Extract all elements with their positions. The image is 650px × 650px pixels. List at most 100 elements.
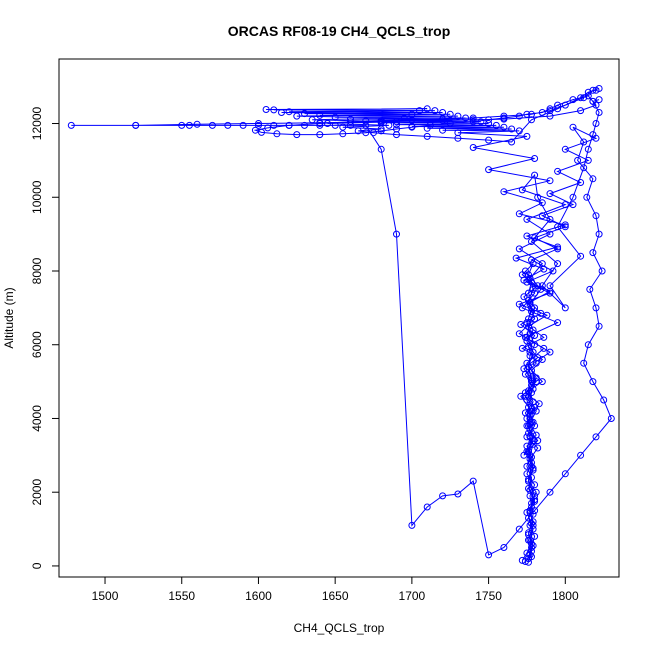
data-point — [595, 96, 603, 104]
data-point — [251, 126, 259, 134]
data-point — [521, 370, 529, 378]
data-point — [583, 193, 591, 201]
data-point — [512, 254, 520, 262]
data-point — [423, 124, 431, 132]
data-point — [528, 389, 535, 397]
data-point — [301, 121, 308, 129]
data-point — [285, 121, 293, 129]
data-point — [400, 114, 408, 122]
data-point — [538, 356, 546, 363]
data-point — [538, 212, 546, 220]
data-point — [546, 488, 554, 496]
data-point — [528, 116, 535, 124]
data-point — [515, 127, 523, 135]
data-point — [584, 156, 592, 164]
data-point — [508, 138, 516, 146]
data-point — [393, 118, 400, 126]
data-point — [574, 156, 582, 164]
chart-title: ORCAS RF08-19 CH4_QCLS_trop — [228, 23, 451, 39]
data-point — [523, 232, 531, 240]
data-point — [584, 88, 592, 96]
data-point — [477, 118, 485, 126]
data-point — [517, 392, 525, 400]
data-point — [515, 525, 523, 533]
data-point — [416, 107, 423, 115]
data-point — [592, 212, 600, 220]
data-point — [540, 333, 548, 341]
plot-area — [58, 58, 620, 578]
data-point — [500, 115, 508, 123]
data-point — [561, 101, 569, 109]
data-point — [208, 121, 216, 129]
data-point — [528, 256, 535, 264]
data-point — [549, 267, 557, 275]
data-point — [531, 481, 539, 489]
data-point — [535, 400, 543, 408]
series-layer — [67, 85, 615, 566]
data-point — [316, 111, 324, 119]
data-point — [525, 536, 532, 544]
x-tick-label: 1550 — [168, 589, 195, 603]
data-point — [528, 553, 535, 561]
data-point — [454, 134, 462, 142]
data-point — [408, 521, 416, 529]
data-point — [517, 321, 525, 328]
data-point — [500, 544, 508, 551]
data-point — [529, 285, 537, 293]
data-point — [255, 120, 262, 127]
data-point — [554, 105, 562, 113]
x-tick-label: 1750 — [475, 589, 502, 603]
data-point — [523, 448, 531, 456]
data-point — [592, 86, 600, 94]
data-point — [308, 116, 316, 124]
data-point — [370, 129, 377, 137]
data-point — [446, 110, 454, 118]
data-point — [577, 451, 585, 459]
series-line — [253, 88, 600, 561]
data-point — [423, 132, 431, 140]
data-point — [185, 121, 193, 129]
data-point — [526, 492, 534, 500]
data-point — [577, 252, 585, 260]
data-point — [526, 433, 534, 441]
data-point — [525, 558, 532, 566]
data-point — [518, 556, 526, 564]
y-tick-label: 4000 — [30, 405, 44, 432]
x-tick-label: 1650 — [322, 589, 349, 603]
data-point — [193, 120, 201, 128]
data-point — [485, 120, 493, 127]
data-point — [515, 112, 523, 120]
data-point — [469, 116, 477, 124]
data-point — [518, 344, 526, 352]
data-point — [532, 431, 540, 439]
data-point — [278, 109, 285, 116]
data-point — [393, 230, 400, 238]
data-point — [224, 121, 232, 129]
data-point — [454, 490, 462, 498]
data-point — [525, 477, 532, 485]
y-axis-label: Altitude (m) — [2, 287, 16, 348]
data-point — [531, 492, 539, 500]
data-point — [469, 144, 477, 151]
data-point — [531, 532, 539, 540]
data-point — [584, 341, 592, 349]
data-point — [554, 243, 562, 251]
data-point — [515, 330, 523, 338]
data-point — [561, 223, 569, 231]
data-point — [258, 128, 265, 136]
data-point — [362, 129, 370, 137]
data-point — [523, 132, 531, 140]
data-point — [67, 121, 75, 129]
data-point — [531, 155, 539, 162]
data-point — [577, 94, 585, 102]
data-point — [377, 145, 385, 153]
data-point — [520, 293, 528, 301]
data-point — [178, 121, 186, 129]
data-point — [528, 462, 535, 470]
data-point — [529, 525, 537, 533]
data-point — [362, 117, 370, 125]
data-point — [561, 470, 569, 478]
data-point — [515, 245, 523, 253]
data-point — [354, 127, 362, 135]
data-point — [546, 287, 554, 295]
